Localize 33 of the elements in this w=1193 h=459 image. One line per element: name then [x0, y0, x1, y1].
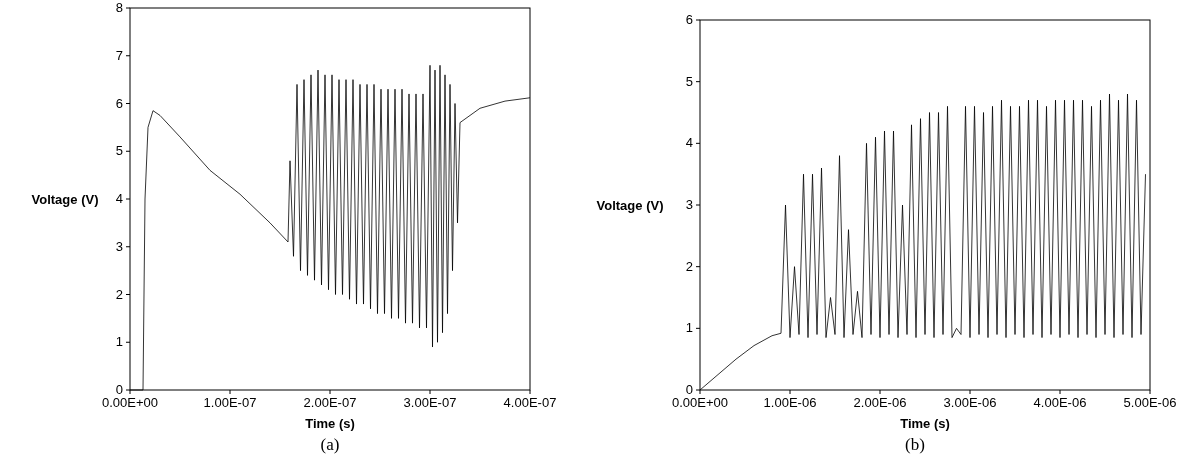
y-tick-label: 0 [685, 382, 693, 397]
x-tick-label: 3.00E-07 [403, 395, 457, 410]
y-tick-label: 1 [685, 320, 693, 336]
x-tick-label: 4.00E-07 [503, 395, 557, 410]
y-tick-label: 4 [685, 135, 693, 151]
y-tick-label: 0 [115, 382, 123, 397]
y-tick-label: 2 [685, 258, 693, 274]
y-tick-label: 4 [115, 191, 123, 206]
x-tick-label: 1.00E-07 [203, 395, 257, 410]
x-tick-label: 0.00E+00 [101, 395, 159, 410]
text: (b) [905, 435, 925, 454]
x-axis-title: Time (s) [900, 416, 950, 431]
y-axis-title: Voltage (V) [31, 192, 99, 207]
y-tick-label: 2 [115, 286, 123, 302]
y-tick-label: 1 [115, 334, 123, 350]
x-tick-label: 5.00E-06 [1123, 395, 1177, 410]
x-tick-label: 4.00E-06 [1033, 395, 1087, 410]
text: (a) [320, 435, 340, 454]
y-tick-label: 3 [685, 197, 693, 212]
y-tick-label: 3 [115, 238, 123, 254]
x-tick-label: 1.00E-06 [763, 395, 817, 410]
y-axis-title: Voltage (V) [596, 198, 664, 213]
y-tick-label: 5 [115, 143, 123, 159]
y-tick-label: 6 [115, 95, 123, 111]
y-tick-label: 8 [115, 0, 123, 15]
y-tick-label: 6 [685, 12, 693, 27]
x-tick-label: 2.00E-07 [303, 395, 357, 410]
x-tick-label: 0.00E+00 [671, 395, 729, 410]
y-tick-label: 5 [685, 73, 693, 89]
y-tick-label: 7 [115, 47, 123, 63]
x-tick-label: 3.00E-06 [943, 395, 997, 410]
x-tick-label: 2.00E-06 [853, 395, 907, 410]
x-axis-title: Time (s) [305, 416, 355, 431]
